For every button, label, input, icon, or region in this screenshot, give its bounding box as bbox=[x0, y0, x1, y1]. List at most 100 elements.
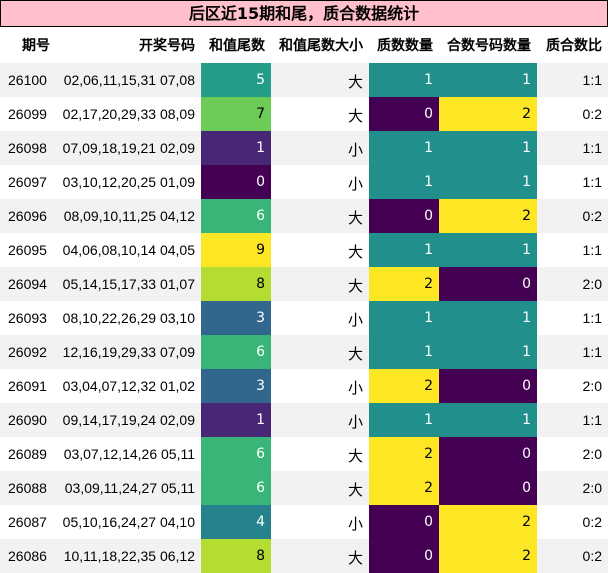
prime-count-cell: 1 bbox=[369, 233, 439, 267]
ratio-cell: 0:2 bbox=[537, 539, 608, 573]
ratio-cell: 2:0 bbox=[537, 471, 608, 505]
size-cell: 小 bbox=[271, 505, 369, 539]
size-cell: 大 bbox=[271, 63, 369, 97]
ratio-cell: 1:1 bbox=[537, 233, 608, 267]
table-row: 26098 07,09,18,19,21 02,09 1 小 1 1 1:1 bbox=[0, 131, 608, 165]
prime-count-cell: 1 bbox=[369, 403, 439, 437]
numbers-cell: 04,06,08,10,14 04,05 bbox=[56, 233, 201, 267]
table-row: 26086 10,11,18,22,35 06,12 8 大 0 2 0:2 bbox=[0, 539, 608, 573]
period-cell: 26094 bbox=[0, 267, 56, 301]
ratio-cell: 1:1 bbox=[537, 301, 608, 335]
numbers-cell: 03,10,12,20,25 01,09 bbox=[56, 165, 201, 199]
sum-tail-cell: 1 bbox=[201, 131, 271, 165]
size-cell: 小 bbox=[271, 131, 369, 165]
prime-count-cell: 0 bbox=[369, 199, 439, 233]
table-row: 26091 03,04,07,12,32 01,02 3 小 2 0 2:0 bbox=[0, 369, 608, 403]
table-row: 26087 05,10,16,24,27 04,10 4 小 0 2 0:2 bbox=[0, 505, 608, 539]
table-row: 26089 03,07,12,14,26 05,11 6 大 2 0 2:0 bbox=[0, 437, 608, 471]
period-cell: 26089 bbox=[0, 437, 56, 471]
prime-count-cell: 0 bbox=[369, 505, 439, 539]
numbers-cell: 05,10,16,24,27 04,10 bbox=[56, 505, 201, 539]
sum-tail-cell: 9 bbox=[201, 233, 271, 267]
composite-count-cell: 1 bbox=[439, 233, 537, 267]
size-cell: 大 bbox=[271, 471, 369, 505]
header-period: 期号 bbox=[22, 38, 50, 54]
period-cell: 26096 bbox=[0, 199, 56, 233]
numbers-cell: 05,14,15,17,33 01,07 bbox=[56, 267, 201, 301]
sum-tail-cell: 4 bbox=[201, 505, 271, 539]
period-cell: 26100 bbox=[0, 63, 56, 97]
header-prime-count: 质数数量 bbox=[377, 38, 433, 54]
numbers-cell: 02,06,11,15,31 07,08 bbox=[56, 63, 201, 97]
header-row: 期号 开奖号码 和值尾数 和值尾数大小 质数数量 合数号码数量 质合数比 bbox=[0, 27, 608, 63]
sum-tail-cell: 3 bbox=[201, 369, 271, 403]
composite-count-cell: 2 bbox=[439, 539, 537, 573]
sum-tail-cell: 6 bbox=[201, 335, 271, 369]
prime-count-cell: 0 bbox=[369, 97, 439, 131]
header-sum-tail-size: 和值尾数大小 bbox=[279, 38, 363, 54]
table-body: 26100 02,06,11,15,31 07,08 5 大 1 1 1:1 26099 02,… bbox=[0, 63, 608, 573]
composite-count-cell: 0 bbox=[439, 369, 537, 403]
sum-tail-cell: 0 bbox=[201, 165, 271, 199]
prime-count-cell: 0 bbox=[369, 539, 439, 573]
size-cell: 大 bbox=[271, 335, 369, 369]
stats-table: 期号 开奖号码 和值尾数 和值尾数大小 质数数量 合数号码数量 质合数比 261… bbox=[0, 27, 608, 573]
ratio-cell: 1:1 bbox=[537, 131, 608, 165]
size-cell: 大 bbox=[271, 437, 369, 471]
composite-count-cell: 0 bbox=[439, 437, 537, 471]
size-cell: 大 bbox=[271, 233, 369, 267]
size-cell: 小 bbox=[271, 369, 369, 403]
table-row: 26090 09,14,17,19,24 02,09 1 小 1 1 1:1 bbox=[0, 403, 608, 437]
numbers-cell: 10,11,18,22,35 06,12 bbox=[56, 539, 201, 573]
period-cell: 26092 bbox=[0, 335, 56, 369]
composite-count-cell: 0 bbox=[439, 471, 537, 505]
ratio-cell: 1:1 bbox=[537, 403, 608, 437]
sum-tail-cell: 6 bbox=[201, 437, 271, 471]
table-row: 26094 05,14,15,17,33 01,07 8 大 2 0 2:0 bbox=[0, 267, 608, 301]
period-cell: 26095 bbox=[0, 233, 56, 267]
ratio-cell: 2:0 bbox=[537, 437, 608, 471]
period-cell: 26093 bbox=[0, 301, 56, 335]
ratio-cell: 0:2 bbox=[537, 199, 608, 233]
prime-count-cell: 1 bbox=[369, 301, 439, 335]
header-sum-tail: 和值尾数 bbox=[209, 38, 265, 54]
period-cell: 26090 bbox=[0, 403, 56, 437]
composite-count-cell: 1 bbox=[439, 301, 537, 335]
numbers-cell: 02,17,20,29,33 08,09 bbox=[56, 97, 201, 131]
sum-tail-cell: 6 bbox=[201, 471, 271, 505]
numbers-cell: 08,10,22,26,29 03,10 bbox=[56, 301, 201, 335]
sum-tail-cell: 6 bbox=[201, 199, 271, 233]
size-cell: 大 bbox=[271, 267, 369, 301]
ratio-cell: 2:0 bbox=[537, 369, 608, 403]
composite-count-cell: 1 bbox=[439, 63, 537, 97]
sum-tail-cell: 8 bbox=[201, 539, 271, 573]
sum-tail-cell: 5 bbox=[201, 63, 271, 97]
composite-count-cell: 1 bbox=[439, 335, 537, 369]
numbers-cell: 03,04,07,12,32 01,02 bbox=[56, 369, 201, 403]
table-row: 26100 02,06,11,15,31 07,08 5 大 1 1 1:1 bbox=[0, 63, 608, 97]
size-cell: 大 bbox=[271, 539, 369, 573]
table-row: 26096 08,09,10,11,25 04,12 6 大 0 2 0:2 bbox=[0, 199, 608, 233]
prime-count-cell: 1 bbox=[369, 165, 439, 199]
prime-count-cell: 1 bbox=[369, 335, 439, 369]
period-cell: 26088 bbox=[0, 471, 56, 505]
prime-count-cell: 2 bbox=[369, 369, 439, 403]
header-numbers: 开奖号码 bbox=[139, 38, 195, 54]
sum-tail-cell: 8 bbox=[201, 267, 271, 301]
period-cell: 26099 bbox=[0, 97, 56, 131]
header-composite-count: 合数号码数量 bbox=[447, 38, 531, 54]
period-cell: 26087 bbox=[0, 505, 56, 539]
ratio-cell: 1:1 bbox=[537, 335, 608, 369]
ratio-cell: 0:2 bbox=[537, 97, 608, 131]
numbers-cell: 03,07,12,14,26 05,11 bbox=[56, 437, 201, 471]
header-ratio: 质合数比 bbox=[546, 38, 602, 54]
period-cell: 26098 bbox=[0, 131, 56, 165]
composite-count-cell: 0 bbox=[439, 267, 537, 301]
table-title: 后区近15期和尾，质合数据统计 bbox=[0, 0, 608, 27]
period-cell: 26086 bbox=[0, 539, 56, 573]
size-cell: 小 bbox=[271, 403, 369, 437]
sum-tail-cell: 1 bbox=[201, 403, 271, 437]
table-row: 26092 12,16,19,29,33 07,09 6 大 1 1 1:1 bbox=[0, 335, 608, 369]
numbers-cell: 03,09,11,24,27 05,11 bbox=[56, 471, 201, 505]
